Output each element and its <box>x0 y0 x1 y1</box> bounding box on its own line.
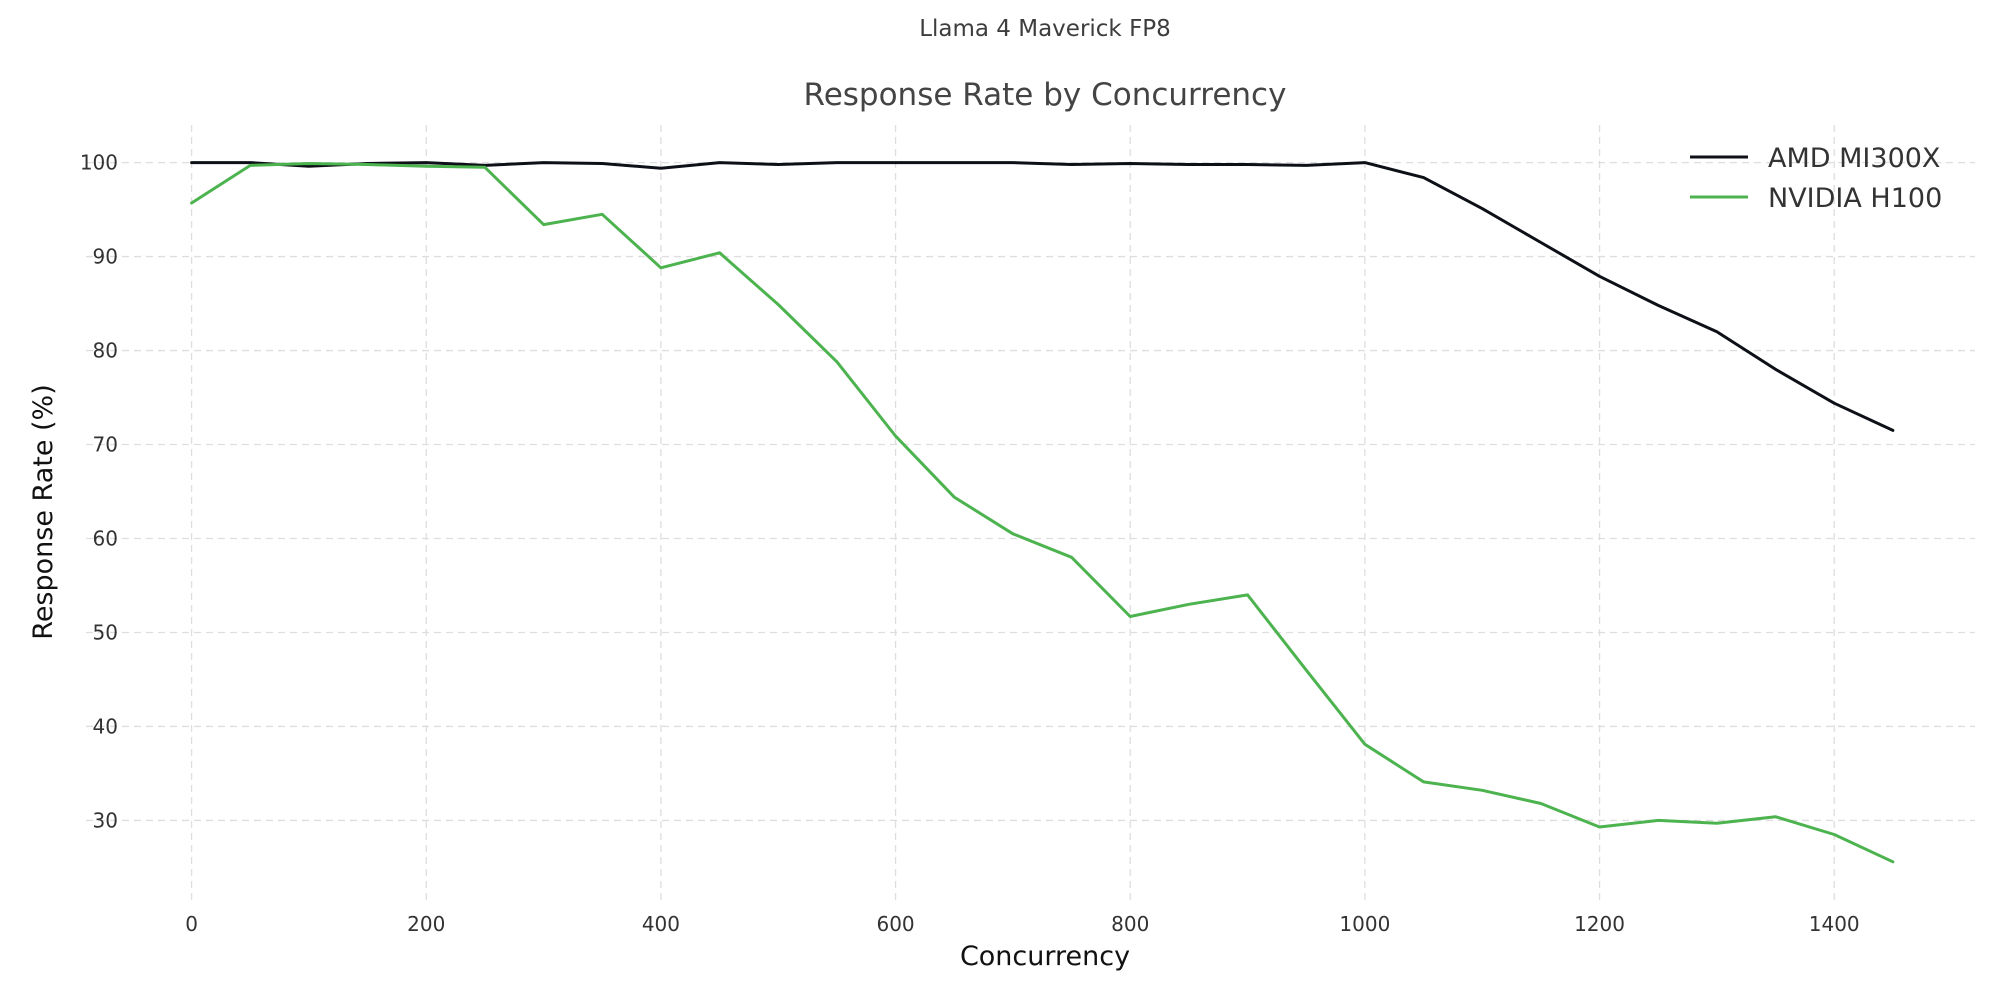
x-tick-label: 1200 <box>1574 912 1625 936</box>
y-tick-label: 80 <box>93 339 118 363</box>
chart-suptitle: Llama 4 Maverick FP8 <box>919 16 1171 42</box>
y-axis-label: Response Rate (%) <box>28 384 59 639</box>
legend-label: AMD MI300X <box>1768 143 1940 174</box>
x-tick-label: 800 <box>1111 912 1149 936</box>
x-tick-label: 1000 <box>1339 912 1390 936</box>
x-tick-label: 0 <box>185 912 198 936</box>
series-line-1 <box>190 162 1895 864</box>
ticks: 0 200 400 600 800 1000 1200 1400 30 40 50 60 70 80 90 1… <box>80 151 1860 936</box>
x-tick-label: 200 <box>407 912 445 936</box>
grid <box>86 125 1975 905</box>
y-tick-label: 70 <box>93 433 118 457</box>
series-line-0 <box>190 161 1895 432</box>
y-tick-label: 30 <box>93 808 118 832</box>
chart-title: Response Rate by Concurrency <box>804 77 1287 113</box>
legend-label: NVIDIA H100 <box>1768 183 1942 214</box>
y-tick-label: 100 <box>80 151 118 175</box>
y-tick-label: 60 <box>93 526 118 550</box>
legend: AMD MI300X NVIDIA H100 <box>1690 143 1942 214</box>
y-tick-label: 40 <box>93 714 118 738</box>
x-axis-label: Concurrency <box>960 941 1130 972</box>
y-tick-label: 90 <box>93 245 118 269</box>
x-tick-label: 400 <box>642 912 680 936</box>
x-tick-label: 1400 <box>1809 912 1860 936</box>
y-tick-label: 50 <box>93 620 118 644</box>
x-tick-label: 600 <box>876 912 914 936</box>
series-lines <box>190 161 1895 864</box>
